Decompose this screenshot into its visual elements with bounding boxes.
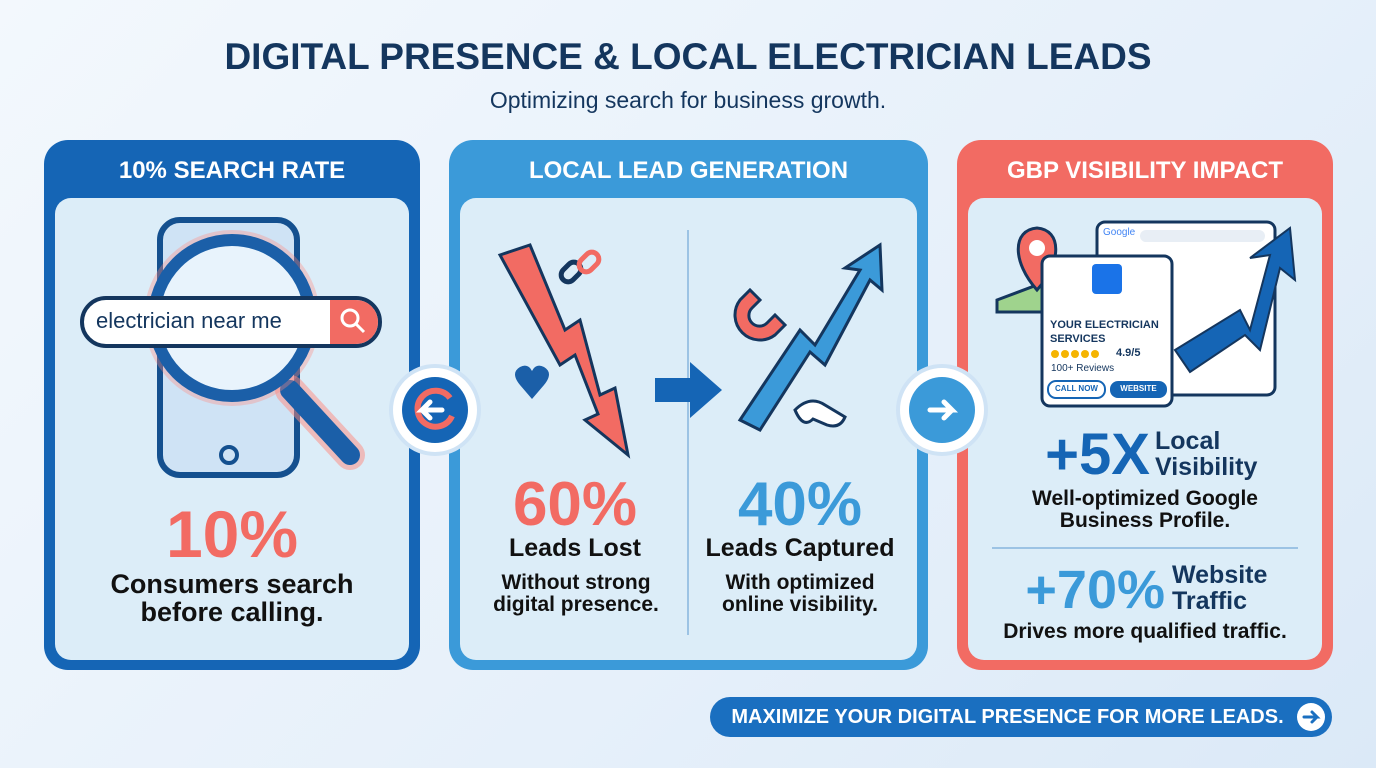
- caption: With optimized online visibility.: [722, 571, 878, 617]
- stat: +5X: [1045, 422, 1150, 487]
- browser-brand: Google: [1103, 227, 1136, 238]
- reviews: 100+ Reviews: [1051, 363, 1115, 374]
- button-label[interactable]: CALL NOW: [1055, 384, 1098, 393]
- subtitle: Optimizing search for business growth.: [489, 87, 887, 113]
- search-bar: [80, 296, 382, 348]
- store-icon: [1092, 264, 1122, 294]
- stat: 60%: [512, 470, 638, 539]
- stat-label: Leads Lost: [509, 534, 641, 562]
- up-arrow: [737, 242, 884, 432]
- cta-icon: [1302, 710, 1321, 724]
- caption: Well-optimized Google Business Profile.: [1032, 487, 1258, 533]
- star: [1061, 350, 1069, 358]
- connector-arrow: [415, 399, 445, 421]
- handshake: [793, 399, 847, 428]
- button-label[interactable]: WEBSITE: [1120, 384, 1157, 393]
- connector-arrow: [414, 387, 455, 430]
- stat: +70%: [1025, 560, 1165, 620]
- connector-arrow: [927, 399, 959, 421]
- stat-label: Leads Captured: [705, 534, 895, 562]
- right-arrow: [655, 362, 722, 418]
- panel-title: LOCAL LEAD GENERATION: [528, 157, 849, 184]
- magnifier-handle: [280, 380, 360, 465]
- star: [1081, 350, 1089, 358]
- title: DIGITAL PRESENCE & LOCAL ELECTRICIAN LEA…: [224, 36, 1152, 77]
- star: [1091, 350, 1099, 358]
- caption: Consumers search before calling.: [110, 569, 354, 628]
- button-frame: [1110, 381, 1167, 398]
- rating-stars: [1051, 350, 1099, 358]
- search-text: electrician near me: [96, 308, 282, 333]
- stat-label: Local Visibility: [1155, 427, 1258, 482]
- broken-heart: [515, 365, 549, 399]
- search-button: [330, 300, 378, 344]
- stat: 40%: [737, 470, 863, 539]
- search-icon: [354, 322, 366, 334]
- search-icon: [340, 308, 360, 328]
- browser-search: [1140, 230, 1265, 242]
- panel-title: GBP VISIBILITY IMPACT: [1006, 157, 1284, 184]
- caption: Drives more qualified traffic.: [1003, 620, 1287, 643]
- cta-text[interactable]: MAXIMIZE YOUR DIGITAL PRESENCE FOR MORE …: [731, 706, 1284, 728]
- panel-title: 10% SEARCH RATE: [118, 157, 346, 184]
- caption: Without strong digital presence.: [493, 571, 659, 617]
- phone-button: [219, 445, 239, 465]
- star: [1051, 350, 1059, 358]
- cta-pill[interactable]: [710, 697, 1332, 737]
- listing-card: [1040, 254, 1174, 408]
- stat-label: Website Traffic: [1172, 561, 1268, 616]
- rating: 4.9/5: [1116, 347, 1141, 359]
- down-arrow: [497, 243, 631, 459]
- chain: [576, 249, 602, 275]
- business-name: YOUR ELECTRICIAN SERVICES: [1050, 319, 1159, 346]
- stat: 10%: [165, 497, 299, 571]
- map-pin-dot: [1029, 240, 1045, 256]
- magnet: [733, 287, 788, 342]
- button-frame: [1047, 380, 1106, 399]
- trend-arrow: [1173, 226, 1297, 374]
- star: [1071, 350, 1079, 358]
